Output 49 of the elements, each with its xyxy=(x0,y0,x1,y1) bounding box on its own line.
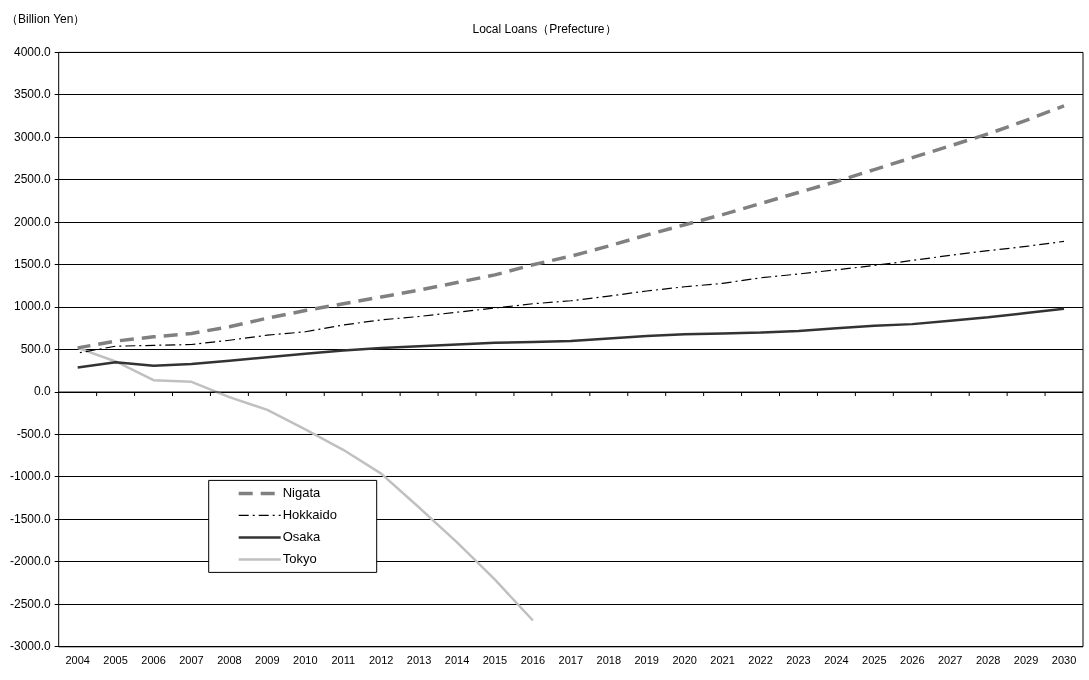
y-tick-label: -1000.0 xyxy=(10,469,52,484)
x-tick-label: 2013 xyxy=(406,654,432,667)
legend-label: Tokyo xyxy=(282,550,317,566)
x-tick-label: 2008 xyxy=(217,654,242,667)
line-series xyxy=(75,104,1066,350)
y-tick-label: 1000.0 xyxy=(14,299,52,314)
x-tick-label: 2025 xyxy=(862,654,887,667)
y-tick-label: 0.0 xyxy=(34,384,52,399)
y-tick-label: 4000.0 xyxy=(14,44,52,59)
y-tick-label: 1500.0 xyxy=(14,257,52,271)
x-tick-label: 2026 xyxy=(900,654,925,667)
x-tick-label: 2007 xyxy=(179,654,204,667)
y-tick-label: 2000.0 xyxy=(14,214,52,229)
x-tick-label: 2027 xyxy=(937,654,963,667)
x-tick-label: 2020 xyxy=(672,654,697,667)
x-tick-label: 2030 xyxy=(1051,654,1077,667)
x-tick-label: 2015 xyxy=(482,654,508,667)
chart-title: Local Loans（Prefecture） xyxy=(472,21,617,36)
x-tick-label: 2009 xyxy=(255,654,280,667)
y-tick-label: -2500.0 xyxy=(10,596,52,611)
y-tick-label: 3500.0 xyxy=(14,87,52,102)
legend-label: Osaka xyxy=(282,528,322,544)
x-tick-label: 2019 xyxy=(634,654,659,667)
x-tick-label: 2016 xyxy=(520,654,546,667)
x-tick-label: 2021 xyxy=(710,654,735,667)
x-tick-label: 2005 xyxy=(103,654,128,667)
x-tick-label: 2010 xyxy=(293,654,318,667)
x-tick-label: 2029 xyxy=(1013,654,1039,667)
y-tick-label: 3000.0 xyxy=(14,129,52,144)
x-tick-label: 2022 xyxy=(748,654,773,667)
x-tick-label: 2017 xyxy=(558,654,584,667)
x-tick-label: 2023 xyxy=(786,654,811,667)
x-tick-label: 2011 xyxy=(331,654,356,667)
legend-label: Nigata xyxy=(282,484,322,500)
x-tick-label: 2028 xyxy=(975,654,1001,667)
y-tick-label: 500.0 xyxy=(20,341,52,356)
legend-label: Hokkaido xyxy=(282,506,337,522)
y-tick-label: 2500.0 xyxy=(14,172,52,187)
x-tick-label: 2018 xyxy=(596,654,622,667)
y-tick-label: -1500.0 xyxy=(10,511,52,526)
x-tick-label: 2014 xyxy=(444,654,470,667)
y-tick-label: -500.0 xyxy=(16,426,52,441)
x-tick-label: 2006 xyxy=(141,654,166,667)
y-tick-label: -3000.0 xyxy=(10,639,52,654)
x-tick-label: 2012 xyxy=(368,654,394,667)
x-tick-label: 2024 xyxy=(824,654,849,667)
y-axis-title: （Billion Yen） xyxy=(6,12,86,27)
y-tick-label: -2000.0 xyxy=(10,554,52,569)
x-tick-label: 2004 xyxy=(65,654,90,667)
